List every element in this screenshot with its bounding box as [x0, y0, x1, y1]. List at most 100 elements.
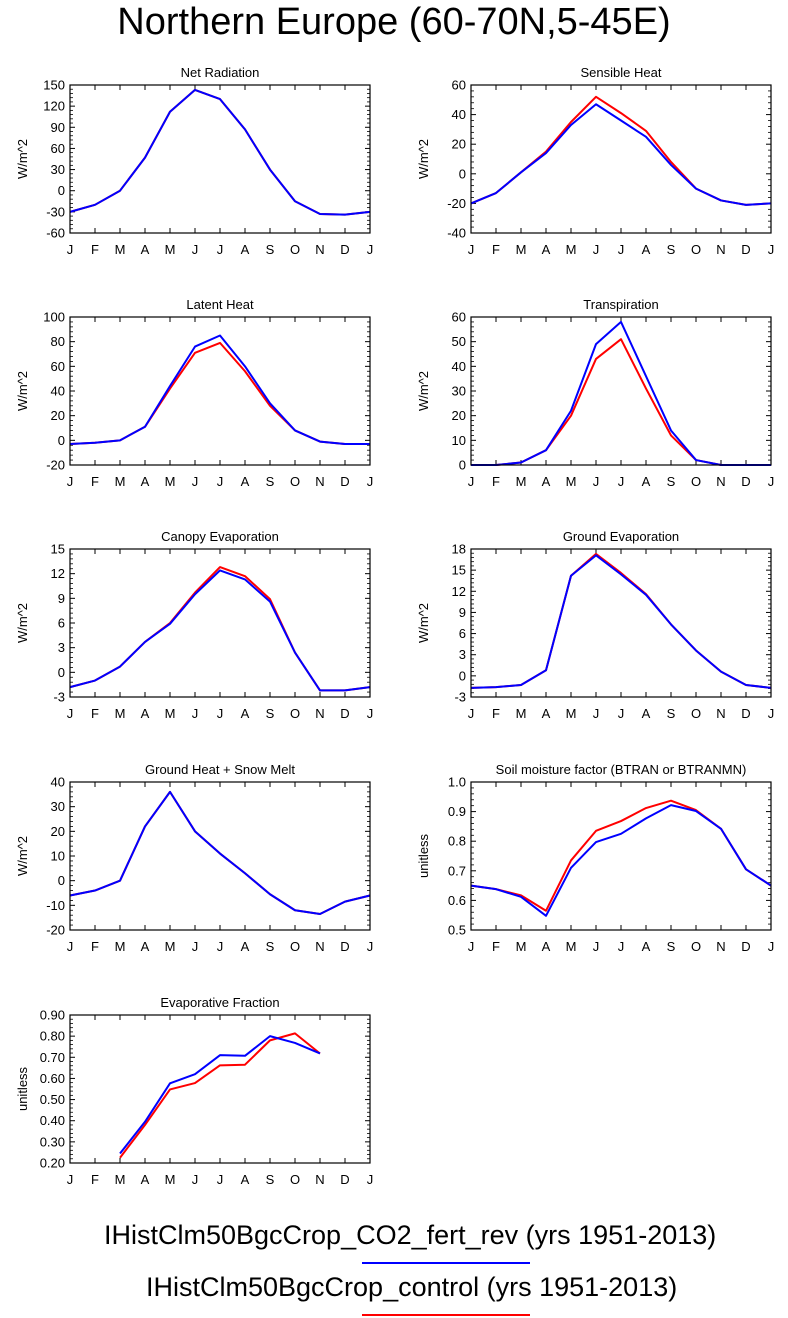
y-tick-label: 0	[58, 433, 65, 448]
x-tick-label: D	[340, 939, 349, 954]
x-tick-label: M	[165, 706, 176, 721]
x-tick-label: J	[768, 242, 775, 257]
x-tick-label: J	[217, 1172, 224, 1187]
x-tick-label: J	[192, 706, 199, 721]
x-tick-label: N	[716, 706, 725, 721]
x-tick-label: F	[492, 706, 500, 721]
series-line-co2-fert-rev	[119, 1035, 321, 1155]
x-tick-label: J	[367, 1172, 374, 1187]
x-tick-label: A	[642, 939, 651, 954]
x-tick-label: M	[566, 706, 577, 721]
x-tick-label: M	[516, 706, 527, 721]
x-tick-label: N	[716, 242, 725, 257]
y-tick-label: 20	[51, 408, 65, 423]
x-tick-label: J	[593, 939, 600, 954]
x-tick-label: N	[315, 939, 324, 954]
y-tick-label: -3	[454, 690, 466, 705]
series-line-control	[471, 338, 771, 466]
y-tick-label: 30	[51, 162, 65, 177]
x-tick-label: J	[593, 706, 600, 721]
x-tick-label: F	[492, 474, 500, 489]
x-tick-label: A	[141, 1172, 150, 1187]
y-tick-label: 15	[51, 542, 65, 557]
x-tick-label: S	[667, 706, 676, 721]
y-tick-label: 40	[452, 107, 466, 122]
x-tick-label: A	[542, 939, 551, 954]
y-tick-label: 0.9	[448, 804, 466, 819]
x-tick-label: S	[266, 242, 275, 257]
y-axis-label: W/m^2	[15, 139, 30, 179]
series-line-co2-fert-rev	[471, 320, 771, 466]
y-tick-label: 60	[51, 141, 65, 156]
x-tick-label: J	[367, 706, 374, 721]
x-tick-label: S	[667, 474, 676, 489]
x-tick-label: N	[315, 474, 324, 489]
chart-title: Sensible Heat	[581, 65, 662, 80]
y-tick-label: 12	[51, 566, 65, 581]
y-tick-label: 0.20	[40, 1156, 65, 1171]
y-axis-label: W/m^2	[416, 139, 431, 179]
y-tick-label: 60	[452, 310, 466, 325]
y-tick-label: -40	[447, 226, 466, 241]
y-tick-label: 3	[459, 647, 466, 662]
series-line-control	[69, 88, 371, 216]
chart-panel-7: Ground Heat + Snow Melt W/m^2 -20 -10 0 10 20 3…	[15, 762, 373, 954]
y-tick-label: 30	[51, 799, 65, 814]
y-tick-label: 0	[58, 665, 65, 680]
x-tick-label: J	[618, 706, 625, 721]
series-line-co2-fert-rev	[69, 88, 371, 216]
y-tick-label: 60	[452, 78, 466, 93]
y-tick-label: 12	[452, 584, 466, 599]
x-tick-label: M	[566, 939, 577, 954]
x-tick-label: N	[716, 939, 725, 954]
y-tick-label: 40	[452, 359, 466, 374]
y-tick-label: 0	[459, 668, 466, 683]
plot-frame	[470, 84, 772, 234]
y-tick-label: 10	[452, 433, 466, 448]
y-tick-label: 20	[452, 137, 466, 152]
y-tick-label: -10	[46, 898, 65, 913]
x-tick-label: A	[141, 474, 150, 489]
x-tick-label: M	[115, 1172, 126, 1187]
y-tick-label: 0.60	[40, 1071, 65, 1086]
y-tick-label: 0.8	[448, 834, 466, 849]
x-tick-label: O	[691, 939, 701, 954]
y-tick-label: 0.30	[40, 1134, 65, 1149]
x-tick-label: M	[516, 474, 527, 489]
x-tick-label: J	[217, 474, 224, 489]
x-tick-label: M	[566, 474, 577, 489]
x-tick-label: M	[115, 242, 126, 257]
x-tick-label: F	[91, 242, 99, 257]
y-axis-label: W/m^2	[15, 371, 30, 411]
y-tick-label: 100	[43, 310, 65, 325]
y-tick-label: -30	[46, 204, 65, 219]
x-tick-label: M	[165, 939, 176, 954]
x-tick-label: J	[367, 939, 374, 954]
x-tick-label: N	[315, 706, 324, 721]
x-tick-label: A	[241, 242, 250, 257]
x-tick-label: O	[691, 242, 701, 257]
x-tick-label: S	[266, 1172, 275, 1187]
x-tick-label: A	[542, 242, 551, 257]
chart-title: Transpiration	[583, 297, 658, 312]
x-tick-label: M	[115, 939, 126, 954]
x-tick-label: J	[67, 939, 74, 954]
x-tick-label: F	[91, 939, 99, 954]
y-tick-label: 0.90	[40, 1008, 65, 1023]
y-tick-label: 3	[58, 640, 65, 655]
y-tick-label: 150	[43, 78, 65, 93]
chart-title: Ground Evaporation	[563, 529, 679, 544]
x-tick-label: M	[516, 939, 527, 954]
y-tick-label: -3	[53, 690, 65, 705]
x-tick-label: D	[340, 706, 349, 721]
chart-panel-1: Net Radiation W/m^2 -60 -30 0 30 60 90 120 150 J F M…	[15, 65, 373, 257]
chart-title: Net Radiation	[181, 65, 260, 80]
plot-frame	[69, 84, 371, 234]
y-tick-label: 40	[51, 775, 65, 790]
x-tick-label: J	[768, 474, 775, 489]
x-tick-label: A	[141, 242, 150, 257]
